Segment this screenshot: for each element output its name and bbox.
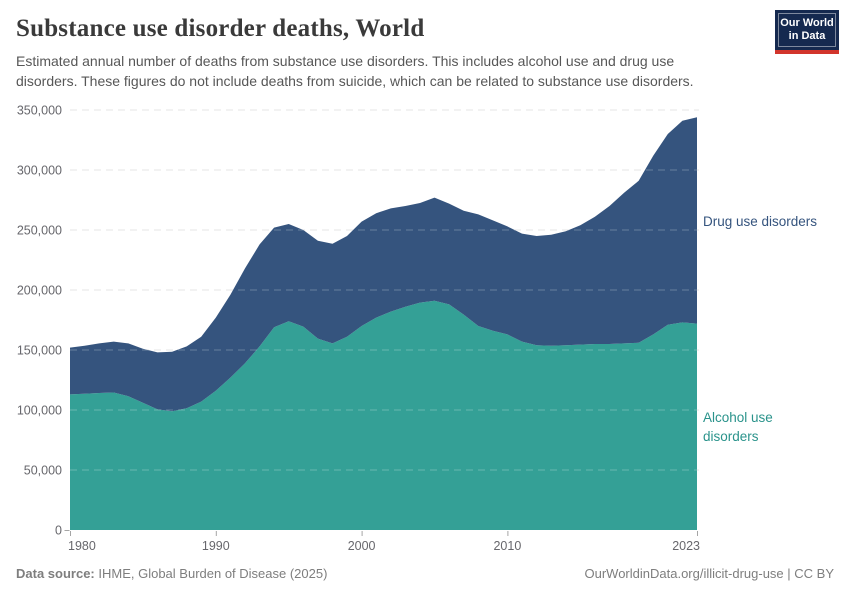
footer-link[interactable]: OurWorldinData.org/illicit-drug-use | CC… (584, 566, 835, 581)
data-source: Data source: IHME, Global Burden of Dise… (16, 566, 327, 581)
x-axis-label: 2010 (493, 539, 521, 553)
area-alcohol-use-disorders[interactable] (70, 300, 697, 530)
y-axis-label: 250,000 (17, 224, 62, 238)
x-axis-label: 1990 (202, 539, 230, 553)
x-axis-label: 2000 (348, 539, 376, 553)
x-axis-label: 2023 (672, 539, 700, 553)
owid-logo-line2: in Data (788, 30, 826, 42)
owid-logo-line1: Our World (780, 17, 834, 29)
chart-footer: Data source: IHME, Global Burden of Dise… (16, 566, 834, 581)
series-label-alcohol-use-disorders[interactable]: Alcohol use disorders (703, 410, 773, 444)
chart-subtitle: Estimated annual number of deaths from s… (16, 53, 694, 89)
x-axis-label: 1980 (68, 539, 96, 553)
owid-logo-text: Our World in Data (778, 13, 836, 47)
series-label-drug-use-disorders[interactable]: Drug use disorders (703, 214, 818, 229)
chart-title: Substance use disorder deaths, World (16, 15, 425, 42)
y-axis-label: 350,000 (17, 104, 62, 118)
y-axis-label: 300,000 (17, 164, 62, 178)
y-axis-label: 100,000 (17, 404, 62, 418)
data-source-label: Data source: (16, 566, 95, 581)
owid-logo[interactable]: Our World in Data (775, 10, 839, 54)
area-drug-use-disorders[interactable] (70, 117, 697, 412)
data-source-text: IHME, Global Burden of Disease (2025) (98, 566, 328, 581)
y-axis-label: 50,000 (24, 464, 62, 478)
y-axis-label: 0 (55, 524, 62, 538)
y-axis-label: 150,000 (17, 344, 62, 358)
y-axis-label: 200,000 (17, 284, 62, 298)
